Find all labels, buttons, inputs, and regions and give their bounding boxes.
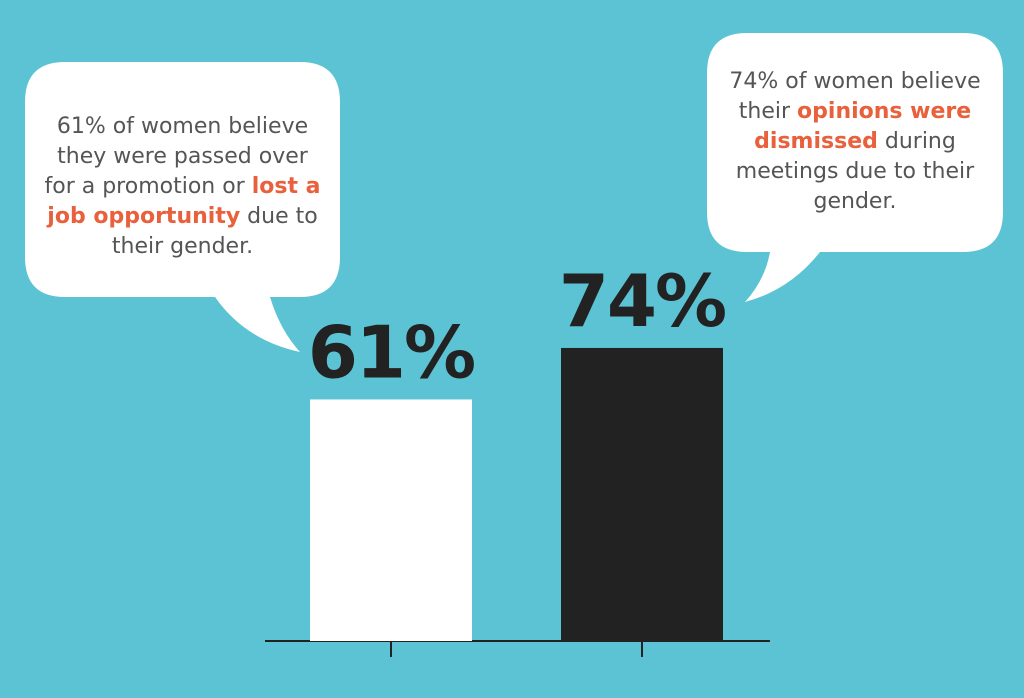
annotation-text: during meetings due to their gender. <box>735 129 975 214</box>
bar <box>561 347 723 641</box>
highlight-text: opinions were dismissed <box>754 99 972 154</box>
annotation-text: due to their gender. <box>111 204 318 259</box>
speech-bubble <box>707 33 1003 302</box>
annotation-text: 61% of women believe they were passed ov… <box>44 114 309 199</box>
annotation: 61% of women believe they were passed ov… <box>40 112 325 262</box>
annotation: 74% of women believe their opinions were… <box>715 67 995 217</box>
highlight-text: lost a job opportunity <box>47 174 321 229</box>
value-label: 74% <box>559 259 725 343</box>
value-label: 61% <box>308 310 474 394</box>
bar <box>310 399 472 641</box>
speech-bubble <box>25 62 340 352</box>
annotation-text: 74% of women believe their <box>729 69 981 124</box>
